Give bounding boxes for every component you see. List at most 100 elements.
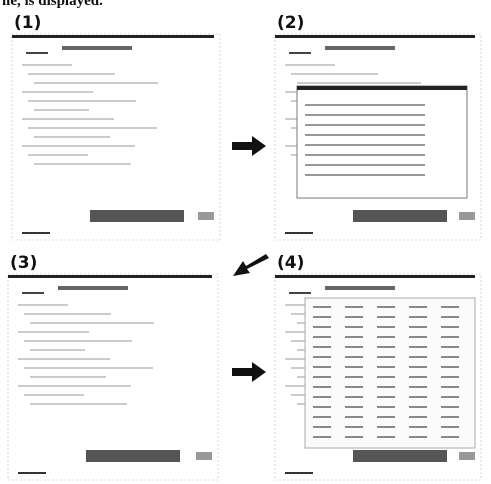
table-cell: [441, 346, 459, 348]
table-cell: [313, 326, 331, 328]
text-row: [24, 367, 153, 369]
table-cell: [345, 356, 363, 358]
caption: ile, is displayed.: [2, 0, 103, 9]
table-cell: [377, 416, 395, 418]
toolbar: [22, 292, 44, 294]
dialog-row: [305, 134, 425, 136]
table-cell: [345, 346, 363, 348]
table-cell: [377, 436, 395, 438]
table-cell: [313, 436, 331, 438]
table-cell: [441, 426, 459, 428]
page: ile, is displayed. (1)(2)(3)(4) (() => {…: [0, 0, 491, 484]
figure: ile, is displayed. (1)(2)(3)(4): [0, 0, 491, 484]
toolbar: [325, 286, 395, 290]
table-cell: [313, 396, 331, 398]
status-tag: [198, 212, 214, 220]
table-cell: [409, 436, 427, 438]
table-cell: [441, 406, 459, 408]
text-row: [34, 136, 110, 138]
status-bar: [353, 210, 447, 222]
text-row: [297, 82, 421, 84]
text-row: [34, 163, 131, 165]
table-cell: [377, 346, 395, 348]
text-row: [24, 340, 132, 342]
text-row: [18, 385, 131, 387]
table-cell: [345, 426, 363, 428]
screenshot: [8, 274, 218, 480]
table-cell: [345, 386, 363, 388]
dialog-row: [305, 154, 425, 156]
table-cell: [441, 326, 459, 328]
table-cell: [441, 376, 459, 378]
table-cell: [345, 436, 363, 438]
table-cell: [313, 336, 331, 338]
text-row: [28, 73, 115, 75]
status-tag: [459, 452, 475, 460]
table-cell: [345, 326, 363, 328]
table-cell: [345, 416, 363, 418]
table-cell: [313, 426, 331, 428]
text-row: [24, 313, 111, 315]
toolbar: [289, 292, 311, 294]
arrow-right: [232, 136, 266, 156]
text-row: [22, 91, 93, 93]
table-cell: [377, 396, 395, 398]
arrows: [232, 136, 269, 382]
text-row: [28, 127, 157, 129]
table-cell: [377, 406, 395, 408]
table-cell: [441, 396, 459, 398]
toolbar: [289, 52, 311, 54]
status-bar: [90, 210, 184, 222]
table-cell: [345, 336, 363, 338]
toolbar: [58, 286, 128, 290]
table-cell: [313, 366, 331, 368]
text-row: [22, 118, 114, 120]
dialog-row: [305, 124, 425, 126]
table-cell: [409, 316, 427, 318]
table-cell: [377, 306, 395, 308]
table-cell: [409, 366, 427, 368]
table-cell: [441, 436, 459, 438]
table-cell: [377, 426, 395, 428]
screenshot: [12, 34, 220, 240]
dialog-row: [305, 174, 425, 176]
table-cell: [345, 366, 363, 368]
table-cell: [409, 416, 427, 418]
table-cell: [409, 406, 427, 408]
text-row: [285, 64, 335, 66]
table-cell: [409, 346, 427, 348]
table-cell: [409, 356, 427, 358]
text-row: [22, 64, 72, 66]
text-row: [18, 331, 89, 333]
dialog: [297, 86, 467, 198]
screenshot: [275, 274, 481, 480]
table-cell: [377, 336, 395, 338]
text-row: [30, 403, 127, 405]
table-cell: [377, 386, 395, 388]
table-cell: [409, 376, 427, 378]
table-cell: [345, 406, 363, 408]
text-row: [28, 154, 88, 156]
table-cell: [313, 316, 331, 318]
text-row: [30, 376, 106, 378]
table-cell: [409, 426, 427, 428]
table-cell: [441, 416, 459, 418]
table-cell: [441, 336, 459, 338]
text-row: [34, 82, 158, 84]
dialog-title: [297, 86, 467, 90]
table-cell: [313, 406, 331, 408]
table-cell: [313, 376, 331, 378]
text-row: [24, 394, 84, 396]
table-cell: [377, 356, 395, 358]
text-row: [30, 322, 154, 324]
text-row: [34, 109, 89, 111]
table-cell: [313, 306, 331, 308]
table-cell: [409, 336, 427, 338]
text-row: [291, 73, 378, 75]
table-cell: [345, 396, 363, 398]
toolbar: [26, 52, 48, 54]
text-row: [22, 145, 135, 147]
table-cell: [313, 416, 331, 418]
dialog-row: [305, 144, 425, 146]
status-tag: [459, 212, 475, 220]
